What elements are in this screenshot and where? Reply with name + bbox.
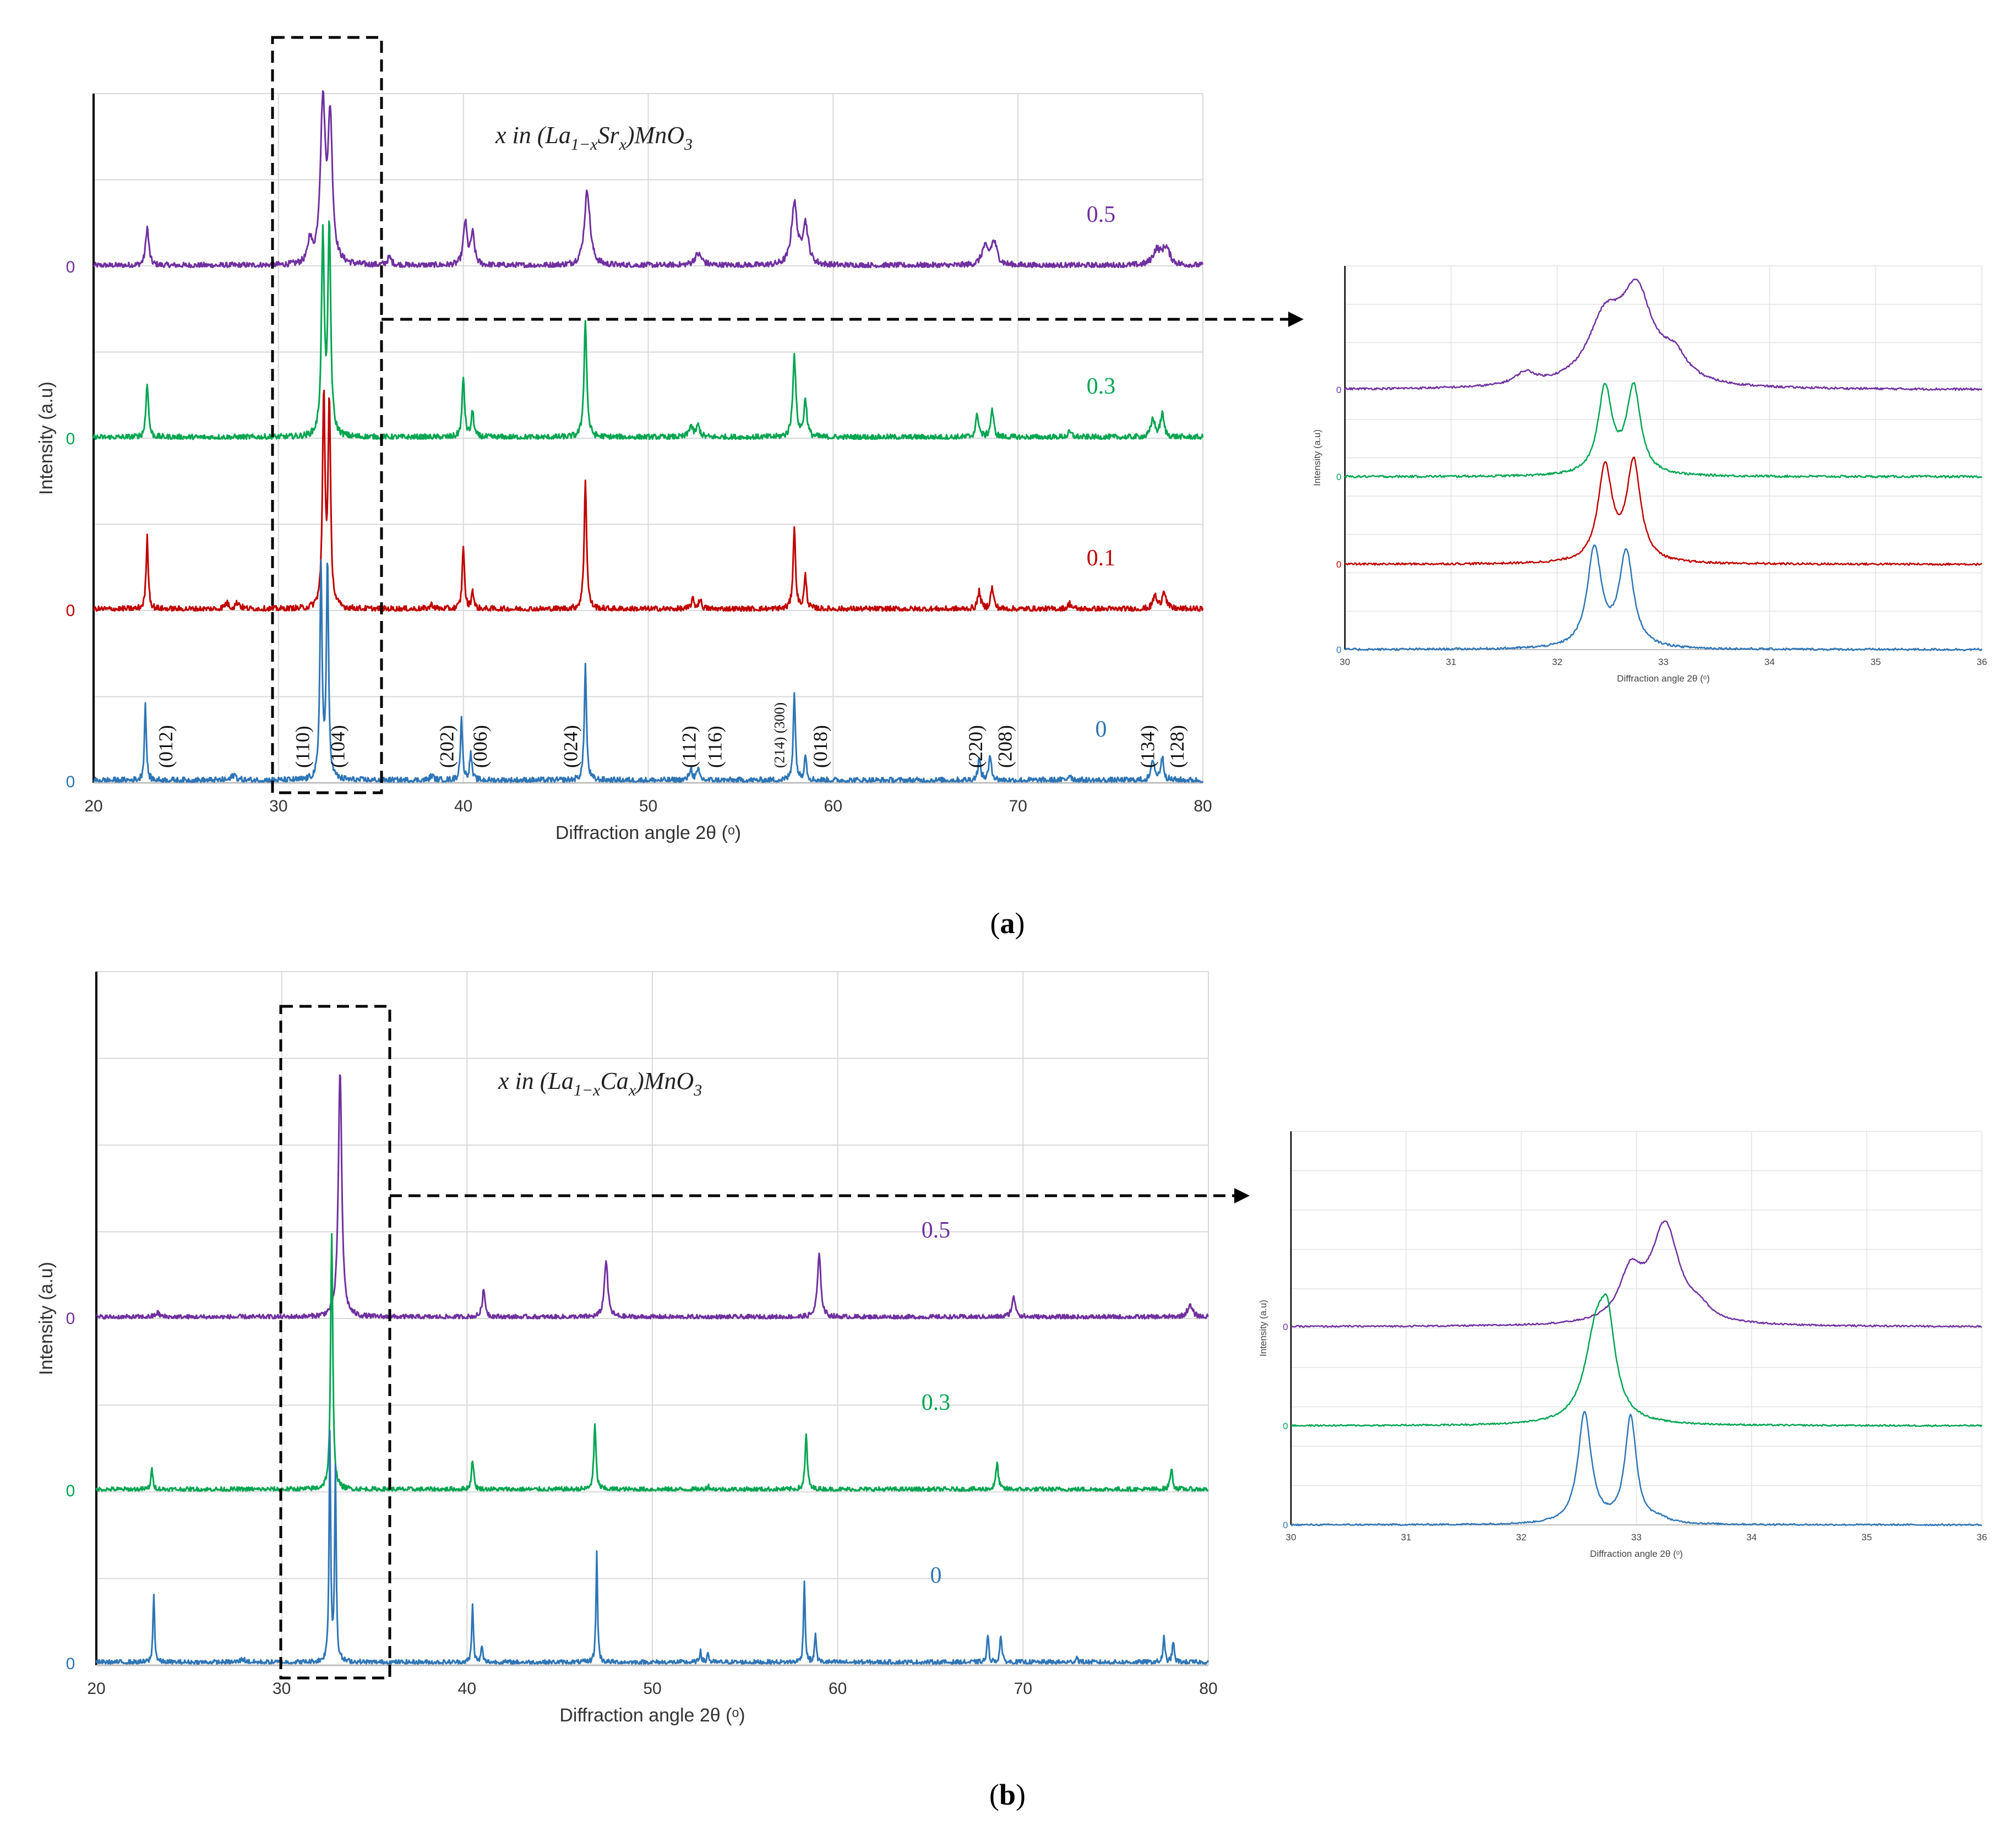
panel-b-caption: (b) <box>989 1778 1026 1811</box>
series-line-0-3 <box>95 1233 1209 1492</box>
panel-a-main-chart: 20 30 40 50 60 70 80 Diffraction angle 2θ (ᵒ) In… <box>36 90 1212 843</box>
series-line-0-5 <box>92 90 1204 269</box>
series-line-0-1 <box>92 389 1204 612</box>
x-tick-label: 20 <box>87 1680 105 1698</box>
inset-x-tick-label: 33 <box>1658 657 1669 667</box>
x-tick-label: 50 <box>639 797 657 815</box>
x-tick-label: 50 <box>643 1680 661 1698</box>
inset-series-line-0-5 <box>1344 278 1982 391</box>
inset-x-axis-label: Diffraction angle 2θ (ᵒ) <box>1617 673 1710 684</box>
x-tick-label: 70 <box>1014 1680 1032 1698</box>
x-tick-label: 80 <box>1194 797 1212 815</box>
hkl-label: (208) <box>994 725 1016 768</box>
inset-x-tick-label: 36 <box>1977 657 1987 667</box>
y-axis-label: Intensity (a.u) <box>36 1262 57 1375</box>
x-tick-label: 60 <box>829 1680 847 1698</box>
inset-x-tick-label: 36 <box>1977 1532 1987 1543</box>
inset-series-baseline-label: 0 <box>1283 1421 1288 1431</box>
series-line-0-5 <box>95 1074 1209 1320</box>
series-name-label: 0.3 <box>922 1390 951 1415</box>
inset-x-tick-label: 35 <box>1861 1532 1872 1543</box>
inset-x-tick-label: 33 <box>1631 1532 1642 1543</box>
y-axis-label: Intensity (a.u) <box>36 382 57 495</box>
inset-x-tick-label: 30 <box>1286 1532 1296 1543</box>
inset-x-tick-label: 32 <box>1552 657 1562 667</box>
inset-x-tick-label: 35 <box>1871 657 1881 667</box>
panel-a-caption: (a) <box>990 907 1025 940</box>
x-tick-label: 70 <box>1009 797 1027 815</box>
hkl-label: (024) <box>559 725 581 768</box>
inset-series-line-0 <box>1344 544 1983 651</box>
inset-x-tick-label: 34 <box>1764 657 1775 667</box>
series-name-label: 0 <box>1096 717 1107 742</box>
x-tick-label: 40 <box>454 797 472 815</box>
inset-x-tick-label: 34 <box>1746 1532 1757 1543</box>
x-tick-label: 20 <box>84 797 102 815</box>
series-name-label: 0.3 <box>1087 374 1116 399</box>
panel-a-title: x in (La1−xSrx)MnO3 <box>495 122 693 154</box>
hkl-label: (018) <box>809 725 831 768</box>
series-baseline-label: 0 <box>66 430 75 448</box>
hkl-label: (110) <box>291 726 313 768</box>
inset-x-axis-label: Diffraction angle 2θ (ᵒ) <box>1590 1549 1683 1559</box>
inset-series-line-0-3 <box>1290 1293 1983 1427</box>
x-axis-label: Diffraction angle 2θ (ᵒ) <box>555 822 741 843</box>
inset-series-baseline-label: 0 <box>1336 645 1341 655</box>
x-tick-label: 40 <box>458 1680 476 1698</box>
panel-a-inset-chart: 30 31 32 33 34 35 36 Diffraction angle 2θ (ᵒ) In… <box>1312 265 1987 684</box>
inset-x-tick-label: 32 <box>1516 1532 1527 1543</box>
panel-b-zoom-box <box>279 1005 391 1680</box>
series-baseline-label: 0 <box>66 773 75 791</box>
hkl-label: (012) <box>155 725 177 768</box>
inset-series-baseline-label: 0 <box>1336 385 1341 395</box>
x-tick-label: 30 <box>273 1680 291 1698</box>
inset-y-axis-label: Intensity (a.u) <box>1258 1300 1268 1356</box>
series-baseline-label: 0 <box>66 1655 75 1673</box>
inset-series-line-0-5 <box>1290 1220 1982 1328</box>
series-line-0-3 <box>92 220 1204 440</box>
x-tick-label: 60 <box>824 797 842 815</box>
series-name-label: 0.1 <box>1087 546 1116 571</box>
series-name-label: 0.5 <box>1087 202 1116 227</box>
inset-series-line-0 <box>1290 1411 1982 1527</box>
series-baseline-label: 0 <box>66 1310 75 1328</box>
series-baseline-label: 0 <box>66 1482 75 1500</box>
panel-b-title: x in (La1−xCax)MnO3 <box>498 1067 702 1099</box>
inset-y-axis-label: Intensity (a.u) <box>1312 429 1322 486</box>
inset-series-line-0-3 <box>1344 382 1982 479</box>
hkl-label: (220) <box>965 725 987 768</box>
hkl-label: (202) <box>435 725 457 768</box>
x-tick-label: 80 <box>1199 1680 1217 1698</box>
inset-x-tick-label: 31 <box>1446 657 1456 667</box>
inset-x-tick-label: 31 <box>1401 1532 1412 1543</box>
inset-x-tick-label: 30 <box>1340 657 1350 667</box>
series-name-label: 0 <box>930 1563 942 1588</box>
inset-series-line-0-1 <box>1344 456 1982 566</box>
hkl-label: (006) <box>469 725 491 768</box>
panel-b-zoom-arrow-head <box>1234 1188 1250 1203</box>
panel-b-inset-chart: 30 31 32 33 34 35 36 Diffraction angle 2θ (ᵒ) In… <box>1258 1131 1987 1559</box>
panel-a-zoom-arrow-head <box>1288 312 1304 327</box>
panel-a-zoom-box <box>271 36 383 794</box>
inset-series-baseline-label: 0 <box>1283 1322 1288 1332</box>
x-axis-label: Diffraction angle 2θ (ᵒ) <box>559 1705 745 1726</box>
hkl-label: (128) <box>1166 725 1188 768</box>
inset-series-baseline-label: 0 <box>1336 472 1341 482</box>
inset-series-baseline-label: 0 <box>1336 559 1341 570</box>
series-baseline-label: 0 <box>66 602 75 620</box>
hkl-label: (104) <box>326 725 348 768</box>
hkl-label: (214) (300) <box>772 702 788 768</box>
inset-series-baseline-label: 0 <box>1283 1520 1288 1530</box>
hkl-label: (134) <box>1136 725 1158 768</box>
series-line-0 <box>92 559 1204 783</box>
x-tick-label: 30 <box>269 797 287 815</box>
hkl-label: (112) <box>678 726 700 768</box>
series-baseline-label: 0 <box>66 258 75 276</box>
hkl-label: (116) <box>704 726 726 768</box>
series-name-label: 0.5 <box>922 1218 951 1243</box>
